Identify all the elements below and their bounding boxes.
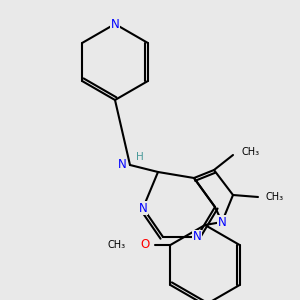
Text: CH₃: CH₃	[242, 147, 260, 157]
Text: N: N	[118, 158, 126, 172]
Text: H: H	[136, 152, 144, 162]
Text: N: N	[139, 202, 147, 214]
Text: N: N	[193, 230, 201, 244]
Text: CH₃: CH₃	[265, 192, 283, 202]
Text: CH₃: CH₃	[107, 240, 125, 250]
Text: N: N	[111, 17, 119, 31]
Text: N: N	[218, 215, 226, 229]
Text: O: O	[141, 238, 150, 251]
